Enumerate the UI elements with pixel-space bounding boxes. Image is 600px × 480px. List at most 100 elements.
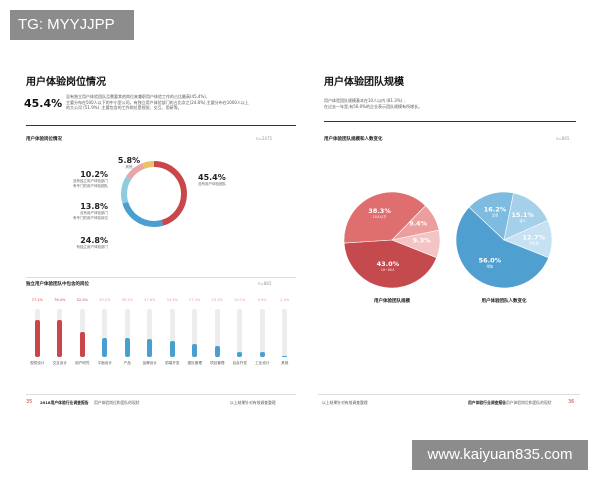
pie-slice: [390, 229, 441, 259]
pie-slice: [503, 219, 553, 259]
right-page-title: 用户体验团队规模: [324, 77, 404, 88]
donut-pct: 45.4%: [198, 173, 226, 182]
bar-category-label: 平面设计: [97, 361, 112, 365]
desc-line: 的大公司 (51.9%) ,主要包含的工作岗位是视觉、交互、用研等。: [66, 105, 182, 110]
bar-category-label: 工业设计: [255, 361, 270, 365]
footer-page-number: 35: [26, 399, 33, 405]
donut-pct: 5.8%: [117, 156, 141, 165]
pie-category-label: 10~49人: [381, 268, 396, 272]
donut-slice-dept: [121, 161, 187, 227]
pie-category-label: 没变: [492, 213, 499, 218]
donut-label: 有专门的用户体验团队: [73, 184, 108, 188]
pie-value-label: 12.7%: [522, 233, 545, 241]
footer-divider: [26, 394, 296, 395]
watermark-top: TG: MYYJJPP: [10, 10, 134, 40]
bar-track: [57, 309, 63, 357]
pie-category-label: 10人以下: [373, 215, 387, 219]
bar: [102, 338, 108, 357]
bar-category-label: 团队管理: [187, 361, 202, 365]
bar: [259, 352, 265, 357]
divider: [26, 125, 296, 126]
bar: [147, 338, 153, 357]
big-percentage: 45.4%: [24, 97, 63, 110]
bar-value-label: 76.4%: [54, 298, 66, 302]
desc-line: 在过去一年里,有56.0%的企业表示团队规模有所增长。: [324, 103, 422, 109]
bar-value-label: 9.9%: [257, 298, 267, 302]
bar-section-title: 独立用户体验团队中包含的岗位: [26, 282, 89, 287]
bar-track: [102, 309, 108, 357]
left-page: 用户体验岗位情况 45.4% 没有独立用户体验团队且需要其他岗位来兼职用户体验工…: [6, 40, 298, 414]
desc-line: 主要分布在500人以下的中小型公司。有独立用户体验部门的占比次之(24.8%),…: [66, 99, 249, 105]
bar: [192, 343, 198, 357]
bar-category-label: 视觉设计: [30, 361, 45, 365]
bar: [282, 355, 288, 357]
team-change-pie: 56.0%增加 16.2%没变 15.1%减少 12.7%不知道: [455, 191, 553, 289]
bar: [34, 320, 40, 357]
bar-track: [282, 309, 288, 357]
pie-category-label: 不知道: [529, 240, 539, 245]
bar-value-label: 23.3%: [211, 298, 223, 302]
bar-track: [169, 309, 175, 357]
pies-section-title: 用户体验团队规模和人数变化: [324, 137, 383, 142]
bar-track: [192, 309, 198, 357]
bar-category-label: 产品: [123, 361, 131, 365]
bar-category-label: 前端开发: [165, 361, 180, 365]
bar-chart: 77.1% 视觉设计 76.4% 交互设计 52.5% 用户研究 39.2% 平面设计 39.1…: [26, 295, 296, 375]
right-page: 用户体验团队规模 用户体验团队规模基本在10人以内 (81.3%) , 在过去一…: [304, 40, 594, 414]
bar-track: [237, 309, 243, 357]
bar-value-label: 52.5%: [76, 298, 88, 302]
pie-value-label: 15.1%: [511, 211, 534, 219]
donut-label: 其他: [125, 165, 133, 169]
pie-category-label: 减少: [519, 218, 526, 223]
donut-n: n=2475: [256, 136, 273, 141]
bar: [57, 320, 63, 357]
pie-category-label: 增加: [487, 263, 493, 268]
pie-value-label: 43.0%: [377, 260, 400, 268]
bar-category-label: 项目管理: [210, 361, 225, 365]
bar: [214, 345, 220, 357]
donut-pct: 10.2%: [80, 170, 108, 179]
pie-value-label: 56.0%: [479, 256, 502, 264]
left-description: 没有独立用户体验团队且需要其他岗位来兼职用户体验工作的占比最高(45.4%), …: [66, 94, 296, 111]
donut-label: 没有用户体验团队: [198, 182, 226, 186]
donut-chart: [121, 161, 187, 227]
bar-value-label: 10.1%: [234, 298, 246, 302]
bar: [169, 340, 175, 357]
bar-category-label: 用户研究: [75, 361, 90, 365]
bar-track: [124, 309, 130, 357]
team-size-pie: 43.0%10~49人 38.3%10人以下 9.4% 9.3%: [343, 191, 441, 289]
footer-report: 2018用户体验行业调查报告: [40, 400, 89, 405]
pie-value-label: 9.3%: [413, 237, 432, 245]
bar-track: [259, 309, 265, 357]
bar-category-label: 品牌设计: [142, 361, 157, 365]
bar: [79, 331, 85, 357]
left-page-title: 用户体验岗位情况: [26, 77, 106, 88]
footer-right: 以上结果针对有效调查整理: [230, 400, 276, 405]
pie-slice: [343, 239, 438, 289]
pie2-caption: 用户体验团队人数变化: [481, 299, 527, 304]
bar-track: [147, 309, 153, 357]
pie-slice: [468, 191, 514, 241]
pie-value-label: 9.4%: [409, 220, 428, 228]
bar-value-label: 37.6%: [144, 298, 156, 302]
pie-slice: [455, 206, 550, 289]
donut-label-dept: 24.8% 有独立用户体验部门: [48, 236, 109, 250]
desc-line: 用户体验团队规模基本在10人以内 (81.3%) ,: [324, 98, 405, 103]
divider: [324, 121, 576, 122]
pie-value-label: 38.3%: [368, 207, 391, 215]
footer-left: 以上结果针对有效调查整理: [322, 400, 368, 405]
pies-n: n=865: [556, 136, 570, 141]
bar-value-label: 27.3%: [189, 298, 201, 302]
watermark-bottom: www.kaiyuan835.com: [412, 440, 588, 470]
bar-n: n=865: [258, 281, 272, 286]
donut-label: 有独立用户体验部门: [76, 245, 109, 249]
bar-value-label: 39.2%: [99, 298, 111, 302]
footer-divider: [318, 394, 580, 395]
desc-line: 没有独立用户体验团队且需要其他岗位来兼职用户体验工作的占比最高(45.4%),: [66, 94, 208, 99]
donut-section-title: 用户体验岗位情况: [26, 137, 62, 142]
pie-value-label: 16.2%: [484, 206, 507, 214]
donut-label: 没有用户体验部门: [80, 211, 108, 215]
pie1-caption: 用户体验团队规模: [374, 299, 410, 304]
donut-label: 有专门的用户体验岗位: [73, 216, 108, 220]
footer-report: 用户体验行业调查报告: [468, 400, 506, 405]
